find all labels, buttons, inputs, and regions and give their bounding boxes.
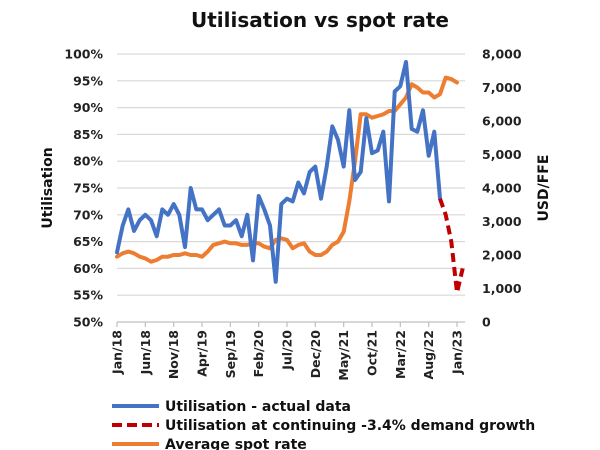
x-tick-label: May/21	[336, 330, 351, 381]
y2-tick-label: 1,000	[482, 281, 522, 296]
y-tick-label: 80%	[73, 154, 103, 169]
legend: Utilisation - actual data Utilisation at …	[112, 399, 535, 450]
x-tick-label: Nov/18	[166, 330, 181, 379]
y-tick-label: 75%	[73, 181, 103, 196]
legend-label: Utilisation at continuing -3.4% demand g…	[165, 418, 535, 434]
y2-tick-label: 6,000	[482, 114, 522, 129]
y-tick-label: 85%	[73, 127, 103, 142]
series-line-average-spot-rate	[115, 75, 459, 264]
y2-tick-label: 3,000	[482, 214, 522, 229]
series-line-utilisation-actual	[115, 60, 442, 284]
y2-axis-title: USD/FFE	[536, 155, 552, 222]
y-tick-label: 90%	[73, 100, 103, 115]
y-tick-label: 95%	[73, 73, 103, 88]
y-axis-title: Utilisation	[40, 147, 56, 228]
y-axis-right: 0 1,000 2,000 3,000 4,000 5,000 6,000 7,000 8,00…	[482, 47, 522, 330]
x-tick-label: Aug/22	[421, 330, 436, 379]
x-axis: Jan/18 Jun/18 Nov/18 Apr/19 Sep/19 Feb/20 Jul/…	[110, 321, 465, 381]
series-line-utilisation-projection	[438, 198, 465, 295]
chart-title: Utilisation vs spot rate	[191, 8, 449, 32]
y2-tick-label: 0	[482, 315, 491, 330]
x-tick-label: Mar/22	[393, 330, 408, 379]
y-tick-label: 70%	[73, 207, 103, 222]
y-tick-label: 65%	[73, 234, 103, 249]
y2-tick-label: 4,000	[482, 181, 522, 196]
y2-tick-label: 8,000	[482, 47, 522, 62]
y-tick-label: 60%	[73, 261, 103, 276]
legend-label: Average spot rate	[165, 437, 307, 450]
x-tick-label: Jul/20	[280, 330, 295, 371]
x-tick-label: Jun/18	[138, 330, 153, 375]
y2-tick-label: 5,000	[482, 147, 522, 162]
y-tick-label: 50%	[73, 315, 103, 330]
x-tick-label: Sep/19	[223, 330, 238, 378]
x-tick-label: Jan/18	[110, 330, 125, 375]
gridlines	[117, 53, 465, 296]
y-axis-left: 50% 55% 60% 65% 70% 75% 80% 85% 90% 95% 100%	[64, 47, 103, 330]
x-tick-label: Dec/20	[308, 330, 323, 379]
legend-label: Utilisation - actual data	[165, 399, 351, 415]
x-tick-label: Feb/20	[251, 330, 266, 378]
x-tick-label: Jan/23	[450, 330, 465, 375]
y-tick-label: 100%	[64, 47, 103, 62]
y-tick-label: 55%	[73, 288, 103, 303]
x-tick-label: Apr/19	[195, 330, 210, 377]
series-group	[115, 60, 465, 295]
y2-tick-label: 2,000	[482, 248, 522, 263]
x-tick-label: Oct/21	[365, 330, 380, 376]
y2-tick-label: 7,000	[482, 80, 522, 95]
